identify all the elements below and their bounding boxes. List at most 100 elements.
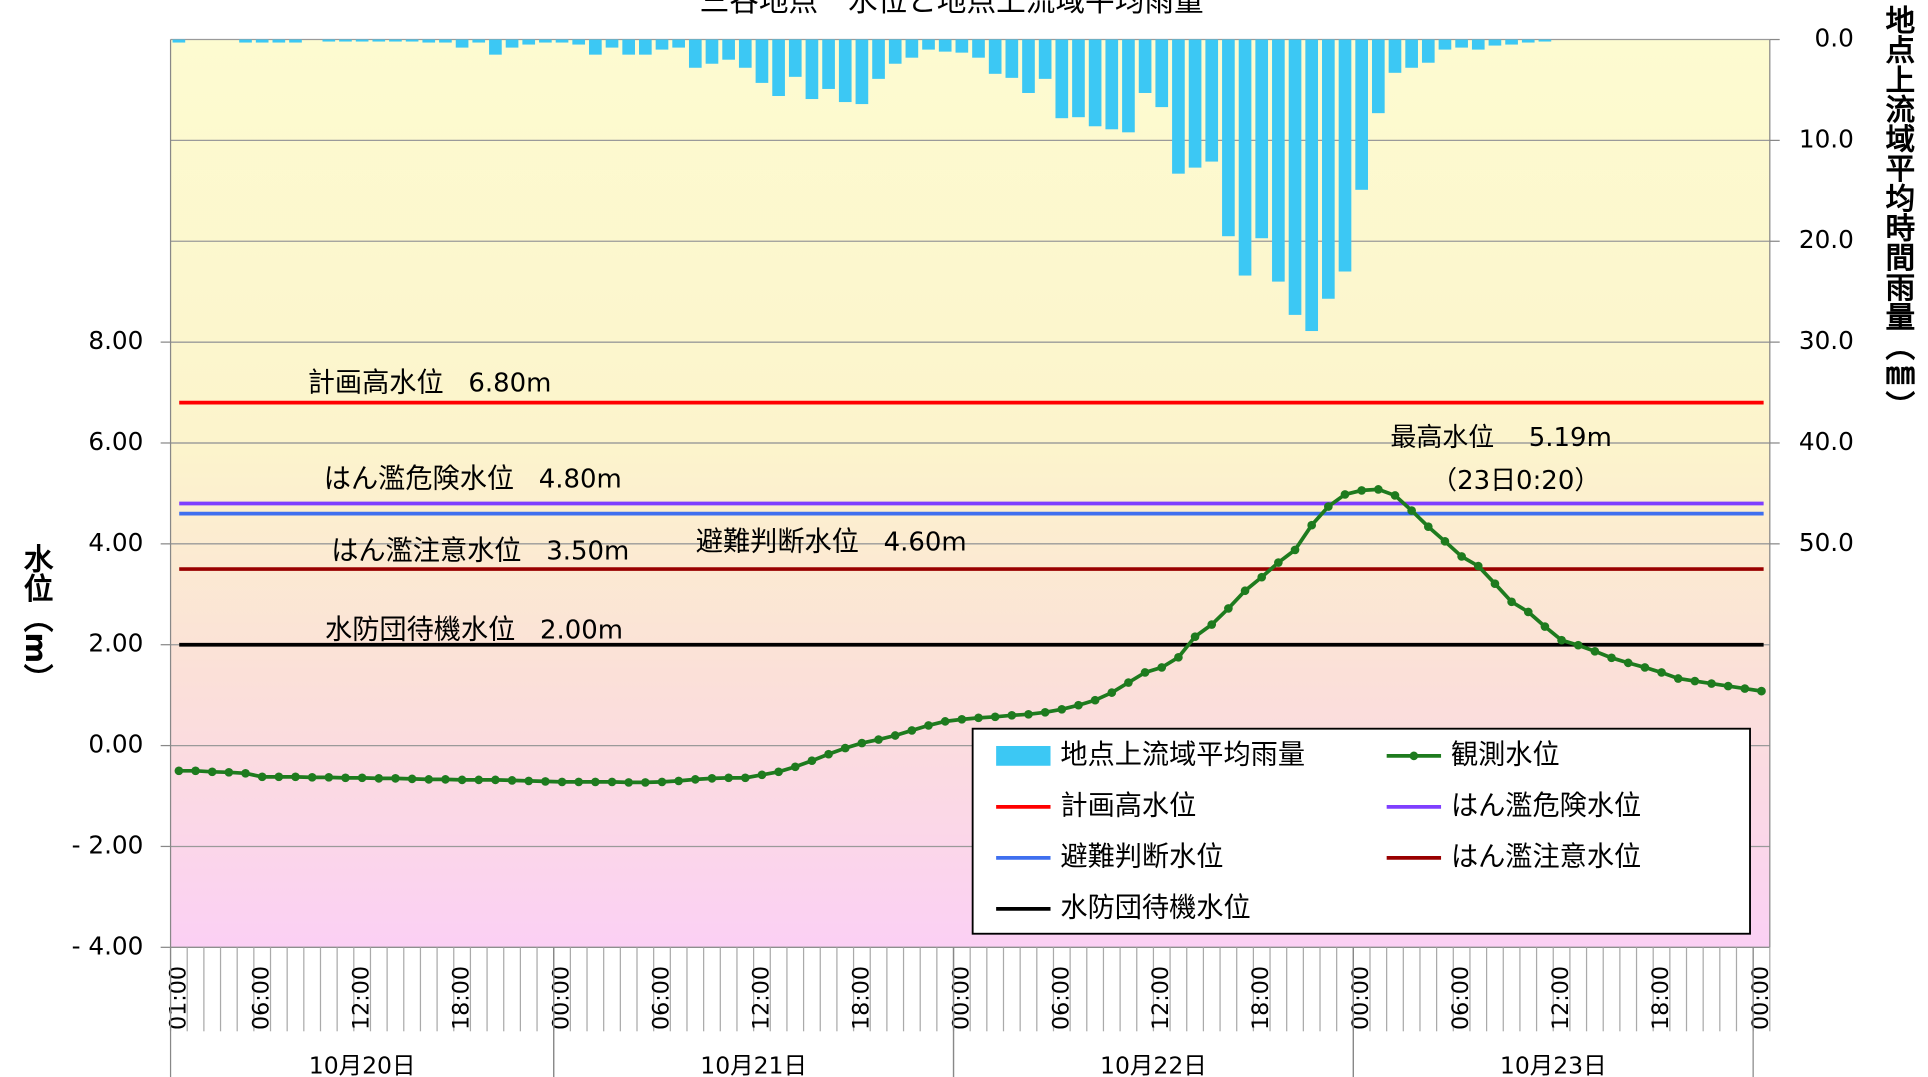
water-level-point: [724, 773, 733, 783]
water-level-point: [641, 778, 650, 787]
rain-bar: [505, 39, 519, 48]
level-value: 4.80m: [539, 465, 622, 495]
water-level-point: [1390, 491, 1400, 500]
rain-bar: [738, 39, 752, 68]
y2-tick-label: 50.0: [1799, 528, 1854, 557]
level-value: 6.80m: [468, 369, 551, 399]
x-tick-label: 00:00: [549, 966, 575, 1030]
water-level-point: [1373, 485, 1383, 494]
water-level-point: [890, 731, 900, 740]
x-tick-label: 06:00: [1048, 966, 1074, 1030]
rain-bar: [805, 39, 819, 100]
water-level-point: [274, 772, 284, 782]
rain-bar: [622, 39, 636, 55]
x-tick-label: 12:00: [1548, 966, 1574, 1030]
legend-label: 水防団待機水位: [1060, 892, 1250, 923]
legend-label: 計画高水位: [1060, 790, 1196, 821]
rain-bar: [1288, 39, 1302, 315]
x-tick-label: 18:00: [848, 966, 874, 1030]
water-level-point: [1723, 681, 1733, 691]
water-level-point: [257, 772, 267, 782]
y-tick-label: 4.00: [88, 528, 143, 557]
water-level-point: [507, 776, 517, 785]
water-level-point: [474, 775, 484, 785]
day-label: 10月23日: [1500, 1052, 1607, 1077]
water-level-point: [574, 777, 584, 787]
level-name: 水防団待機水位: [325, 615, 515, 646]
water-level-point: [1107, 688, 1117, 697]
day-label: 10月20日: [309, 1052, 416, 1077]
rain-bar: [489, 39, 502, 55]
legend-label: 避難判断水位: [1060, 841, 1223, 872]
water-level-point: [591, 777, 600, 787]
rain-bar: [822, 39, 835, 89]
water-level-point: [674, 776, 683, 786]
water-level-point: [1523, 607, 1533, 617]
rain-bar: [355, 39, 369, 42]
rain-bar: [1255, 39, 1269, 239]
rain-bar: [422, 39, 436, 43]
water-level-point: [291, 772, 300, 782]
rain-bar: [688, 39, 702, 68]
water-level-point: [1307, 520, 1317, 530]
rain-bar: [1172, 39, 1185, 174]
water-level-point: [1324, 502, 1333, 511]
legend-label: はん濫危険水位: [1451, 790, 1641, 821]
water-level-point: [1407, 506, 1416, 515]
rain-bar: [1471, 39, 1485, 50]
rain-bar: [1105, 39, 1119, 130]
water-level-point: [357, 773, 367, 783]
rain-bar: [955, 39, 969, 53]
rain-bar: [922, 39, 935, 50]
water-level-point: [924, 721, 933, 730]
water-level-point: [1074, 700, 1083, 710]
rain-bar: [1188, 39, 1202, 168]
legend-swatch: [1409, 751, 1419, 761]
water-level-point: [790, 762, 800, 772]
water-level-point: [1673, 674, 1683, 683]
rain-bar: [1355, 39, 1368, 190]
rain-bar: [905, 39, 919, 58]
rain-bar: [1338, 39, 1352, 272]
water-level-point: [1607, 653, 1616, 663]
water-level-point: [1740, 684, 1750, 693]
legend-swatch: [996, 745, 1051, 766]
rain-bar: [672, 39, 685, 48]
rain-bar: [1038, 39, 1052, 79]
rain-bar: [289, 39, 302, 43]
rain-bar: [555, 39, 569, 43]
legend: [971, 727, 1751, 935]
y-axis-label: 水位（m）: [19, 543, 54, 692]
rain-bar: [539, 39, 552, 43]
water-level-point: [174, 766, 184, 776]
rain-bar: [938, 39, 952, 52]
rain-bar: [755, 39, 769, 83]
x-tick-label: 12:00: [349, 966, 375, 1030]
rain-bar: [772, 39, 785, 97]
x-tick-label: 01:00: [165, 966, 191, 1030]
y2-axis-label: 地点上流域平均時間雨量（㎜）: [1881, 5, 1916, 420]
rain-bar: [1455, 39, 1468, 48]
rain-bar: [1505, 39, 1518, 45]
water-level-point: [241, 768, 250, 778]
water-level-point: [1507, 597, 1516, 607]
day-label: 10月22日: [1100, 1052, 1207, 1077]
x-tick-label: 06:00: [648, 966, 674, 1030]
rain-bar: [1138, 39, 1152, 93]
water-level-point: [1357, 486, 1366, 495]
water-level-point: [1157, 663, 1167, 672]
rain-bar: [872, 39, 885, 79]
rain-bar: [1005, 39, 1019, 78]
annotation: 5.19m: [1529, 423, 1612, 453]
water-level-point: [1124, 678, 1133, 687]
water-level-point: [824, 749, 833, 759]
water-level-point: [1657, 668, 1666, 677]
legend-label: 地点上流域平均雨量: [1060, 739, 1305, 770]
rain-bar: [1088, 39, 1102, 127]
water-level-point: [1240, 586, 1250, 596]
rain-bar: [1055, 39, 1069, 119]
water-level-point: [1224, 604, 1233, 613]
water-level-point: [1207, 620, 1217, 629]
water-level-point: [857, 738, 867, 748]
